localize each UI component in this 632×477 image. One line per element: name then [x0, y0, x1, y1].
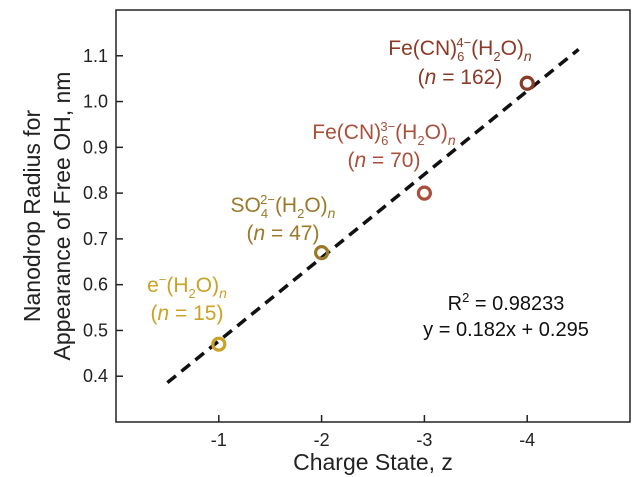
- x-tick-label: -2: [314, 430, 330, 450]
- y-tick-label: 0.5: [83, 320, 108, 340]
- y-axis-label-line2: Appearance of Free OH, nm: [49, 72, 75, 361]
- plot-area: [115, 9, 631, 423]
- point-count-label: (n = 162): [418, 66, 503, 89]
- y-tick-label: 0.8: [83, 183, 108, 203]
- point-count-label: (n = 47): [247, 222, 320, 245]
- y-tick-label: 0.6: [83, 275, 108, 295]
- points-layer: [211, 75, 535, 352]
- data-point: [416, 185, 432, 201]
- y-tick-label: 1.0: [83, 92, 108, 112]
- axis-ticks: -1 -2 -3 -4 0.4 0.5 0.6 0.7 0.8 0.9 1.0 1.1: [83, 46, 535, 450]
- y-tick-label: 0.9: [83, 137, 108, 157]
- fit-layer: R2 = 0.98233 y = 0.182x + 0.295: [166, 48, 589, 384]
- y-tick-label: 0.4: [83, 366, 108, 386]
- y-axis-label-line1: Nanodrop Radius for: [19, 110, 45, 323]
- annotations: e−(H2O)n(n = 15) SO42−(H2O)n(n = 47) Fe(CN…: [147, 35, 532, 325]
- fit-equation: y = 0.182x + 0.295: [423, 319, 589, 341]
- point-formula-label: e−(H2O)n: [147, 272, 227, 301]
- data-point: [519, 75, 535, 91]
- x-tick-label: -4: [519, 430, 535, 450]
- r-squared-label: R2 = 0.98233: [448, 290, 565, 315]
- y-tick-label: 1.1: [83, 46, 108, 66]
- data-point: [314, 245, 330, 261]
- fit-line: [166, 48, 580, 384]
- y-tick-label: 0.7: [83, 229, 108, 249]
- point-count-label: (n = 15): [151, 302, 224, 325]
- point-formula-label: Fe(CN)64−(H2O)n: [388, 35, 532, 64]
- x-axis-label: Charge State, z: [293, 449, 453, 475]
- point-formula-label: Fe(CN)63−(H2O)n: [312, 119, 456, 148]
- data-point: [211, 336, 227, 352]
- point-count-label: (n = 70): [348, 149, 421, 172]
- point-formula-label: SO42−(H2O)n: [231, 192, 336, 221]
- x-tick-label: -1: [211, 430, 227, 450]
- x-tick-label: -3: [416, 430, 432, 450]
